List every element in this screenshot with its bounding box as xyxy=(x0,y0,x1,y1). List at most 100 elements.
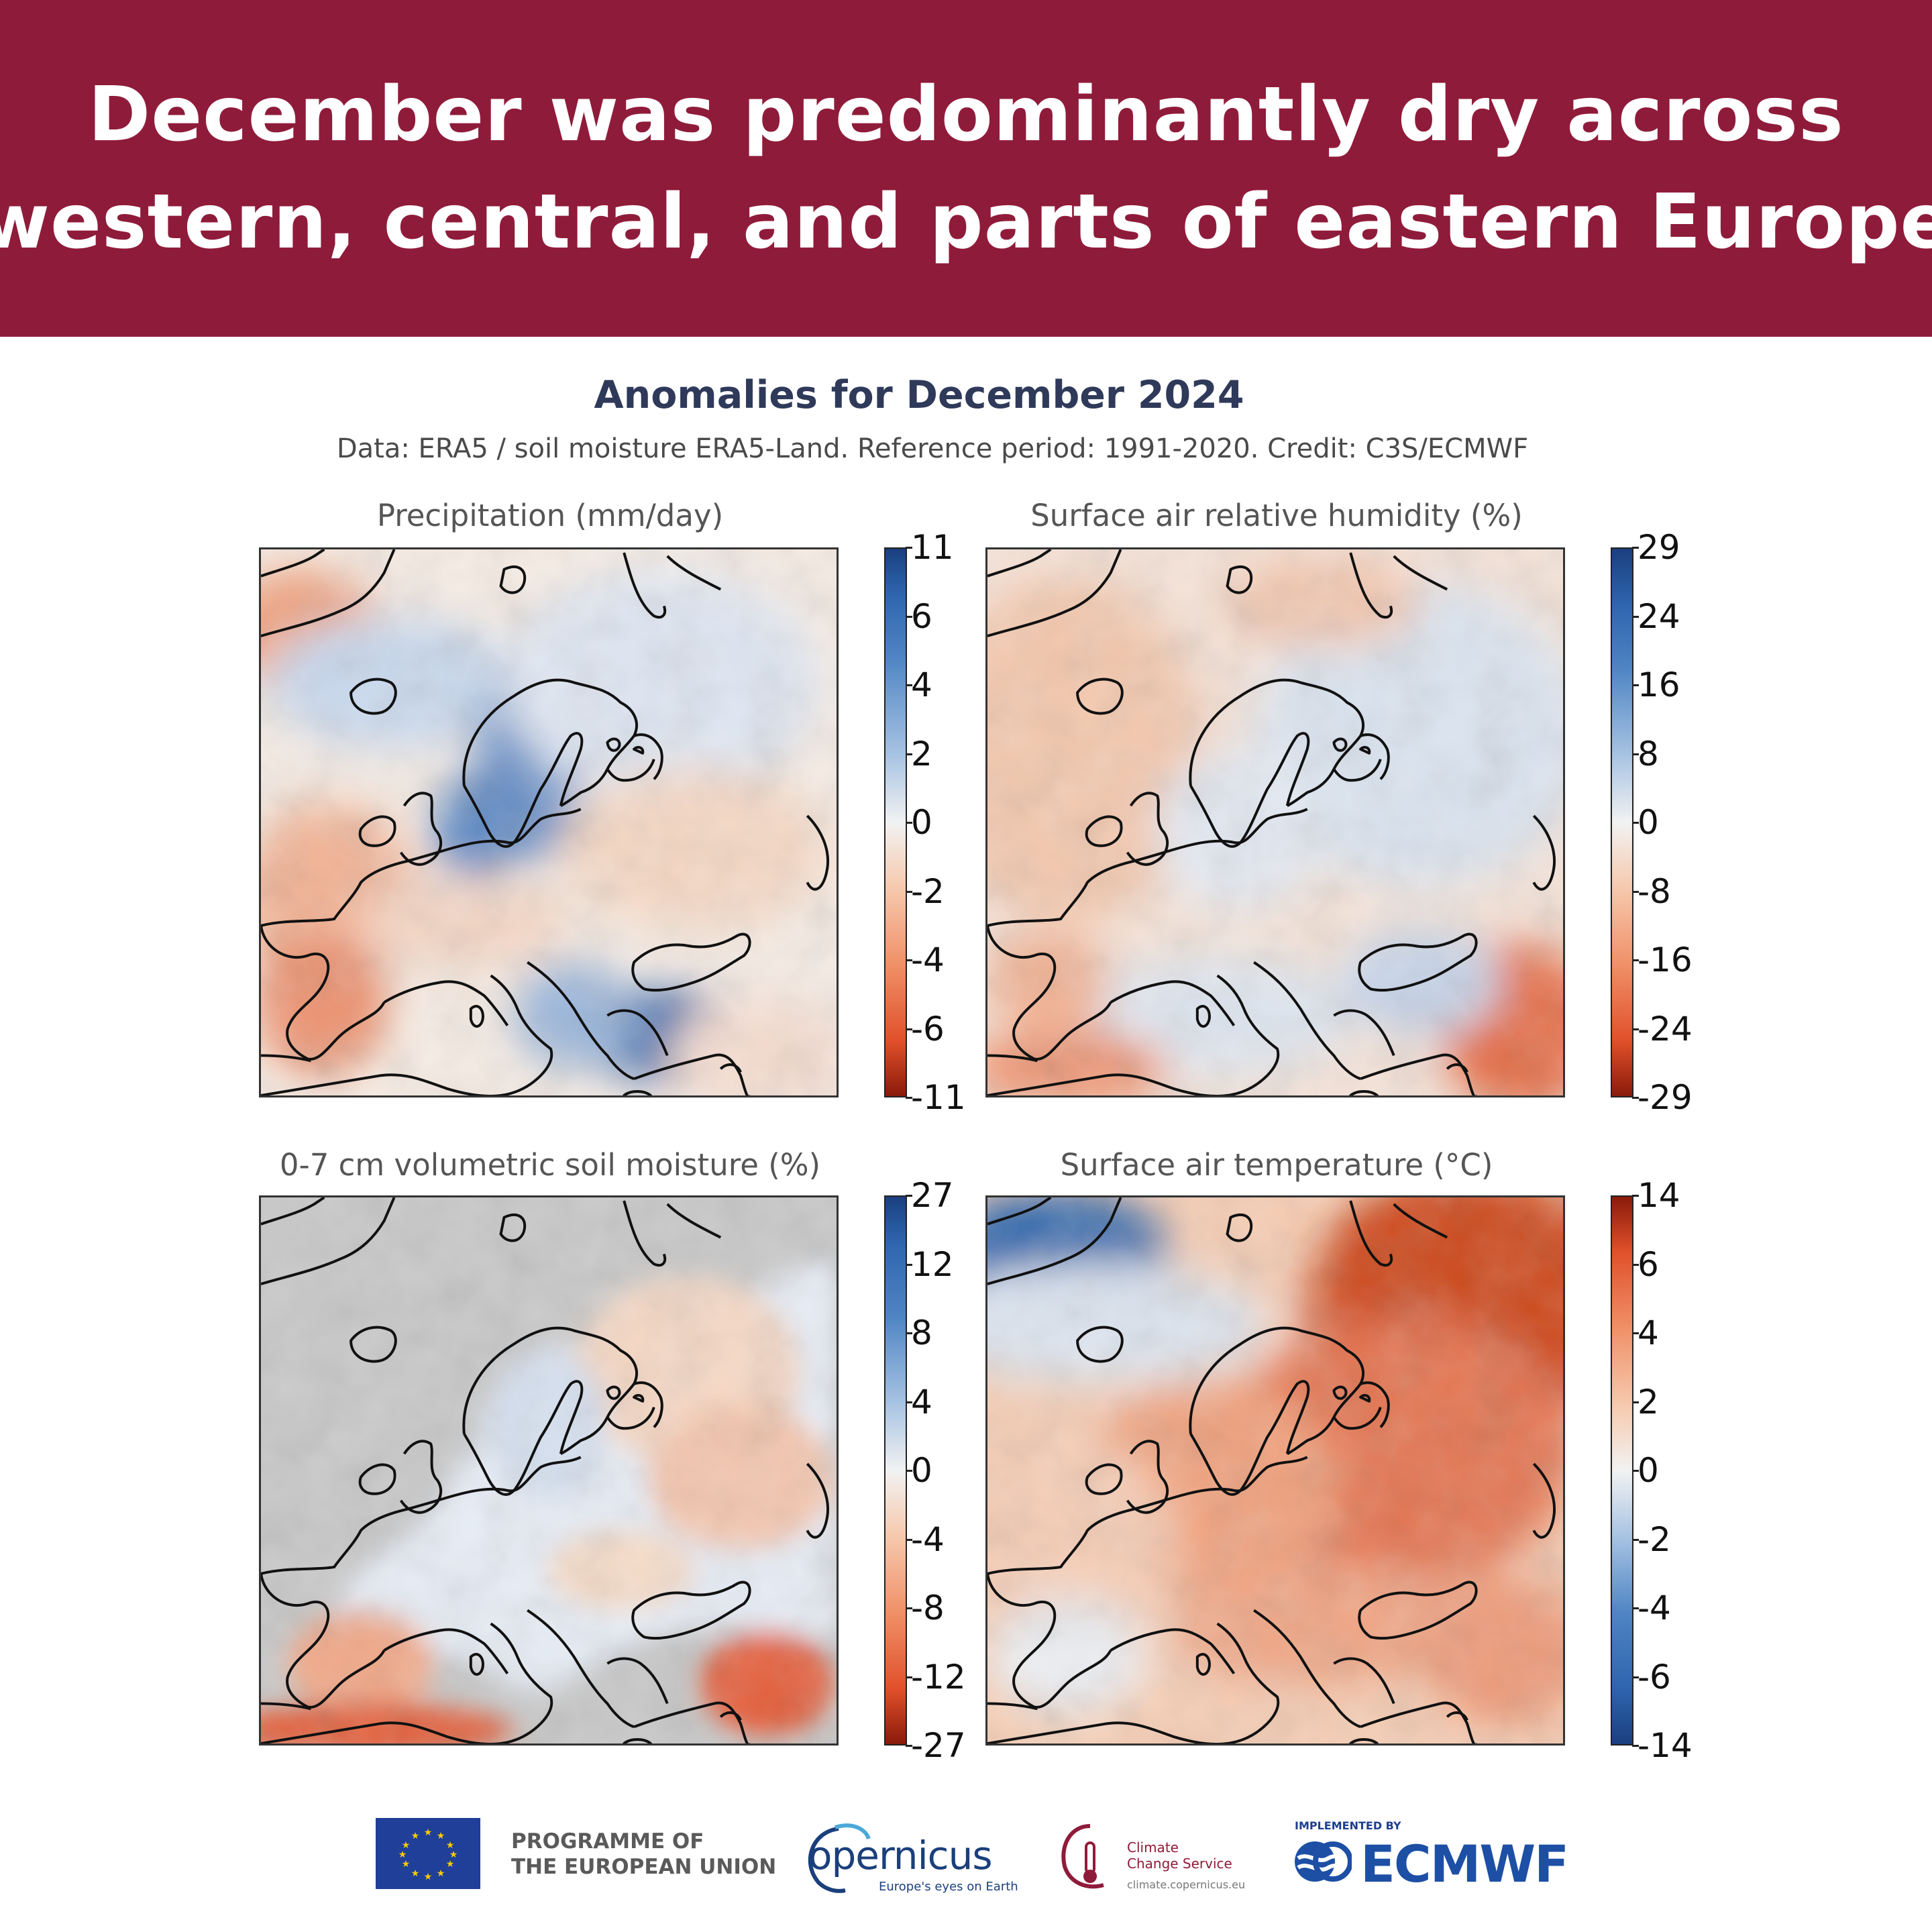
colorbar-tick-mark xyxy=(1632,890,1639,893)
programme-line-1: PROGRAMME OF xyxy=(511,1829,704,1854)
panel-title-temperature: Surface air temperature (°C) xyxy=(1060,1147,1493,1183)
colorbar-tick-mark xyxy=(906,1263,912,1266)
colorbar-soil-moisture xyxy=(884,1195,907,1746)
colorbar-tick-label: 2 xyxy=(1638,1382,1659,1421)
colorbar-tick-mark xyxy=(906,1607,912,1609)
figure-subtitle: Data: ERA5 / soil moisture ERA5-Land. Re… xyxy=(336,433,1529,464)
colorbar-tick-label: 2 xyxy=(911,734,932,773)
colorbar-tick-mark xyxy=(1632,1028,1639,1030)
colorbar-tick-mark xyxy=(1632,1195,1639,1197)
colorbar-tick-label: -11 xyxy=(911,1078,966,1117)
colorbar-tick-mark xyxy=(906,615,912,618)
colorbar-tick-label: -6 xyxy=(1638,1657,1671,1697)
panel-title-precipitation: Precipitation (mm/day) xyxy=(376,498,724,533)
colorbar-tick-label: 0 xyxy=(1638,1451,1659,1490)
colorbar-tick-label: -4 xyxy=(911,1519,945,1559)
panel-title-soil-moisture: 0-7 cm volumetric soil moisture (%) xyxy=(279,1147,821,1183)
c3s-text: Climate Change Service xyxy=(1127,1839,1232,1872)
svg-text:★: ★ xyxy=(411,1831,420,1841)
colorbar-tick-mark xyxy=(1632,1538,1639,1541)
colorbar-tick-label: 24 xyxy=(1638,596,1680,636)
programme-line-2: THE EUROPEAN UNION xyxy=(511,1855,777,1879)
programme-text: PROGRAMME OF THE EUROPEAN UNION xyxy=(511,1829,776,1880)
svg-text:★: ★ xyxy=(424,1827,433,1838)
colorbar-tick-mark xyxy=(1632,1470,1639,1472)
svg-text:★: ★ xyxy=(402,1840,411,1851)
copernicus-tagline: Europe's eyes on Earth xyxy=(879,1880,1018,1894)
svg-text:★: ★ xyxy=(446,1859,455,1870)
colorbar-tick-label: 27 xyxy=(911,1176,954,1215)
colorbar-tick-label: -24 xyxy=(1638,1009,1693,1049)
c3s-url: climate.copernicus.eu xyxy=(1127,1878,1246,1891)
colorbar-tick-mark xyxy=(906,547,912,549)
colorbar-humidity xyxy=(1611,547,1633,1097)
ecmwf-wordmark: ECMWF xyxy=(1360,1834,1569,1894)
colorbar-tick-label: -8 xyxy=(911,1589,945,1627)
map-soil-moisture xyxy=(259,1195,839,1746)
headline-line-1: December was predominantly dry across xyxy=(88,71,1844,158)
colorbar-tick-label: -4 xyxy=(1638,1589,1671,1627)
map-relative-humidity xyxy=(985,547,1565,1097)
headline-banner: December was predominantly dry across we… xyxy=(0,0,1932,337)
colorbar-tick-label: 8 xyxy=(911,1313,932,1352)
colorbar-tick-mark xyxy=(906,1195,912,1197)
copernicus-wordmark: opernicus xyxy=(808,1833,993,1878)
colorbar-tick-mark xyxy=(1632,1263,1639,1266)
colorbar-tick-label: -4 xyxy=(911,941,945,979)
colorbar-tick-mark xyxy=(1632,1745,1639,1747)
svg-text:★: ★ xyxy=(449,1849,458,1860)
headline-line-2: western, central, and parts of eastern E… xyxy=(0,178,1932,266)
eu-flag-logo: ★ ★ ★ ★ ★ ★ ★ ★ ★ ★ ★ ★ xyxy=(376,1818,480,1889)
colorbar-tick-mark xyxy=(906,1745,912,1747)
svg-text:★: ★ xyxy=(402,1859,411,1870)
colorbar-tick-mark xyxy=(906,1538,912,1541)
colorbar-temperature xyxy=(1611,1195,1633,1746)
svg-text:★: ★ xyxy=(411,1868,420,1879)
colorbar-tick-mark xyxy=(1632,1332,1639,1334)
colorbar-tick-label: -2 xyxy=(1638,1519,1671,1559)
colorbar-tick-mark xyxy=(1632,1097,1639,1099)
colorbar-tick-mark xyxy=(906,753,912,755)
colorbar-tick-mark xyxy=(906,1470,912,1472)
colorbar-tick-mark xyxy=(1632,753,1639,755)
colorbar-tick-label: -2 xyxy=(911,871,945,911)
colorbar-tick-mark xyxy=(1632,615,1639,618)
colorbar-tick-label: 0 xyxy=(911,803,932,842)
colorbar-tick-label: 4 xyxy=(911,665,932,704)
colorbar-tick-label: -6 xyxy=(911,1009,945,1049)
colorbar-tick-mark xyxy=(1632,684,1639,686)
colorbar-tick-label: 0 xyxy=(911,1451,932,1490)
colorbar-tick-mark xyxy=(1632,959,1639,961)
svg-text:★: ★ xyxy=(398,1849,407,1860)
colorbar-tick-label: 16 xyxy=(1638,665,1680,704)
colorbar-tick-mark xyxy=(1632,1676,1639,1678)
colorbar-tick-mark xyxy=(906,959,912,961)
svg-text:★: ★ xyxy=(437,1868,445,1879)
copernicus-logo-icon xyxy=(808,1823,871,1893)
colorbar-tick-mark xyxy=(1632,1607,1639,1609)
colorbar-tick-mark xyxy=(906,1028,912,1030)
colorbar-tick-mark xyxy=(1632,547,1639,549)
c3s-line-2: Change Service xyxy=(1127,1856,1232,1872)
colorbar-tick-label: 14 xyxy=(1638,1176,1680,1215)
colorbar-tick-label: 0 xyxy=(1638,803,1659,842)
map-temperature xyxy=(985,1195,1565,1746)
figure-title: Anomalies for December 2024 xyxy=(594,373,1244,417)
colorbar-precipitation xyxy=(884,547,907,1097)
colorbar-tick-mark xyxy=(906,1676,912,1678)
implemented-by-label: IMPLEMENTED BY xyxy=(1295,1819,1401,1832)
svg-text:★: ★ xyxy=(437,1831,445,1841)
c3s-line-1: Climate xyxy=(1127,1839,1179,1856)
colorbar-tick-mark xyxy=(906,1332,912,1334)
colorbar-tick-label: 12 xyxy=(911,1244,954,1284)
colorbar-tick-mark xyxy=(1632,1401,1639,1403)
c3s-thermometer-icon xyxy=(1061,1824,1104,1889)
colorbar-tick-label: -12 xyxy=(911,1657,966,1697)
map-precipitation xyxy=(259,547,839,1097)
colorbar-tick-label: 4 xyxy=(911,1382,932,1421)
colorbar-tick-mark xyxy=(906,684,912,686)
colorbar-tick-label: 6 xyxy=(911,596,932,636)
colorbar-tick-label: -8 xyxy=(1638,871,1671,911)
colorbar-tick-label: 29 xyxy=(1638,528,1680,567)
colorbar-tick-label: -27 xyxy=(911,1726,966,1765)
